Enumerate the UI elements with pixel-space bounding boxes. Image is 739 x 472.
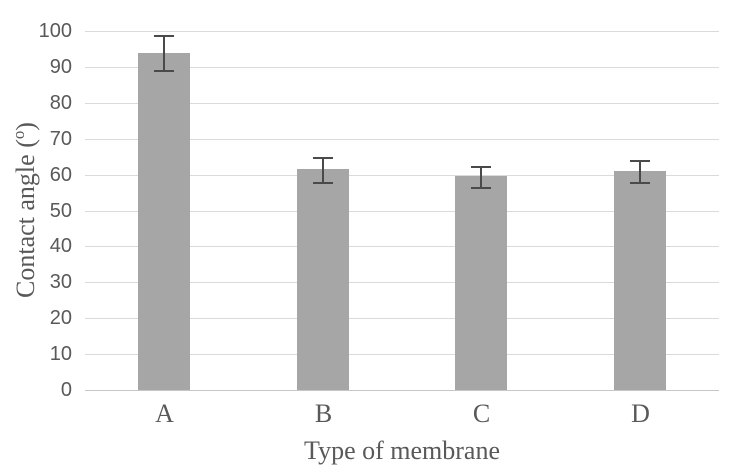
y-tick-label: 90 — [49, 56, 72, 78]
y-tick-label: 80 — [49, 92, 72, 114]
gridline — [85, 67, 719, 68]
y-tick-label: 50 — [49, 200, 72, 222]
gridline — [85, 31, 719, 32]
error-cap-top-C — [471, 166, 491, 168]
x-category-label-C: C — [472, 399, 491, 428]
y-tick-label: 100 — [38, 20, 72, 42]
bar-C — [455, 176, 507, 390]
error-cap-bottom-C — [471, 187, 491, 189]
error-bar-A — [163, 35, 165, 71]
y-tick-label: 60 — [49, 164, 72, 186]
error-bar-B — [322, 157, 324, 182]
gridline — [85, 282, 719, 283]
bar-B — [297, 169, 349, 390]
error-cap-bottom-A — [154, 70, 174, 72]
gridline — [85, 103, 719, 104]
bar-A — [138, 53, 190, 390]
gridline — [85, 354, 719, 355]
gridline — [85, 139, 719, 140]
error-bar-C — [480, 166, 482, 188]
y-tick-label: 10 — [49, 343, 72, 365]
x-axis-title: Type of membrane — [304, 436, 500, 465]
error-bar-D — [639, 160, 641, 182]
gridline — [85, 246, 719, 247]
error-cap-top-D — [630, 160, 650, 162]
gridline — [85, 318, 719, 319]
error-cap-bottom-B — [313, 182, 333, 184]
x-category-label-D: D — [631, 399, 650, 428]
y-tick-label: 30 — [49, 271, 72, 293]
y-tick-label: 70 — [49, 128, 72, 150]
y-tick-label: 20 — [49, 307, 72, 329]
error-cap-top-A — [154, 35, 174, 37]
gridline — [85, 175, 719, 176]
error-cap-bottom-D — [630, 182, 650, 184]
gridline — [85, 211, 719, 212]
x-category-label-B: B — [314, 399, 333, 428]
y-tick-label: 0 — [60, 379, 72, 401]
y-tick-label: 40 — [49, 235, 72, 257]
plot-area — [85, 31, 719, 391]
x-category-label-A: A — [155, 399, 174, 428]
error-cap-top-B — [313, 157, 333, 159]
bar-D — [614, 171, 666, 390]
